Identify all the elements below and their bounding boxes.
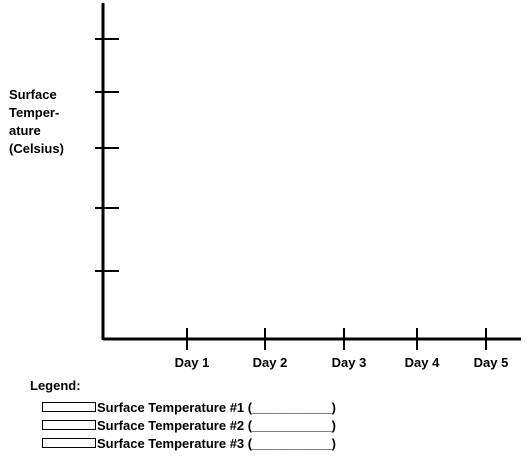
legend-entry-label: Surface Temperature #1 (___________) — [97, 399, 336, 415]
x-tick-label: Day 2 — [253, 355, 288, 370]
x-tick-label: Day 5 — [474, 355, 509, 370]
x-tick-label: Day 1 — [175, 355, 210, 370]
y-axis-label-line: (Celsius) — [9, 141, 64, 156]
chart-axes — [101, 3, 521, 341]
legend-swatch — [42, 438, 96, 448]
legend-swatch — [42, 420, 96, 430]
x-tick-labels: Day 1 Day 2 Day 3 Day 4 Day 5 — [175, 355, 509, 370]
legend-entry-3: Surface Temperature #3 (___________) — [42, 435, 336, 451]
x-tick-label: Day 3 — [332, 355, 367, 370]
y-axis-label-line: ature — [9, 123, 41, 138]
legend-entry-label: Surface Temperature #3 (___________) — [97, 435, 336, 451]
legend-entry-1: Surface Temperature #1 (___________) — [42, 399, 336, 415]
x-tick-label: Day 4 — [405, 355, 440, 370]
legend-entry-2: Surface Temperature #2 (___________) — [42, 417, 336, 433]
y-axis-label-line: Temper- — [9, 105, 60, 120]
legend-swatch — [42, 402, 96, 412]
y-ticks — [95, 38, 119, 272]
x-ticks — [186, 328, 487, 350]
y-axis-label: Surface Temper- ature (Celsius) — [9, 86, 89, 158]
legend-title: Legend: — [30, 378, 81, 393]
y-axis-label-line: Surface — [9, 87, 57, 102]
legend-entry-label: Surface Temperature #2 (___________) — [97, 417, 336, 433]
